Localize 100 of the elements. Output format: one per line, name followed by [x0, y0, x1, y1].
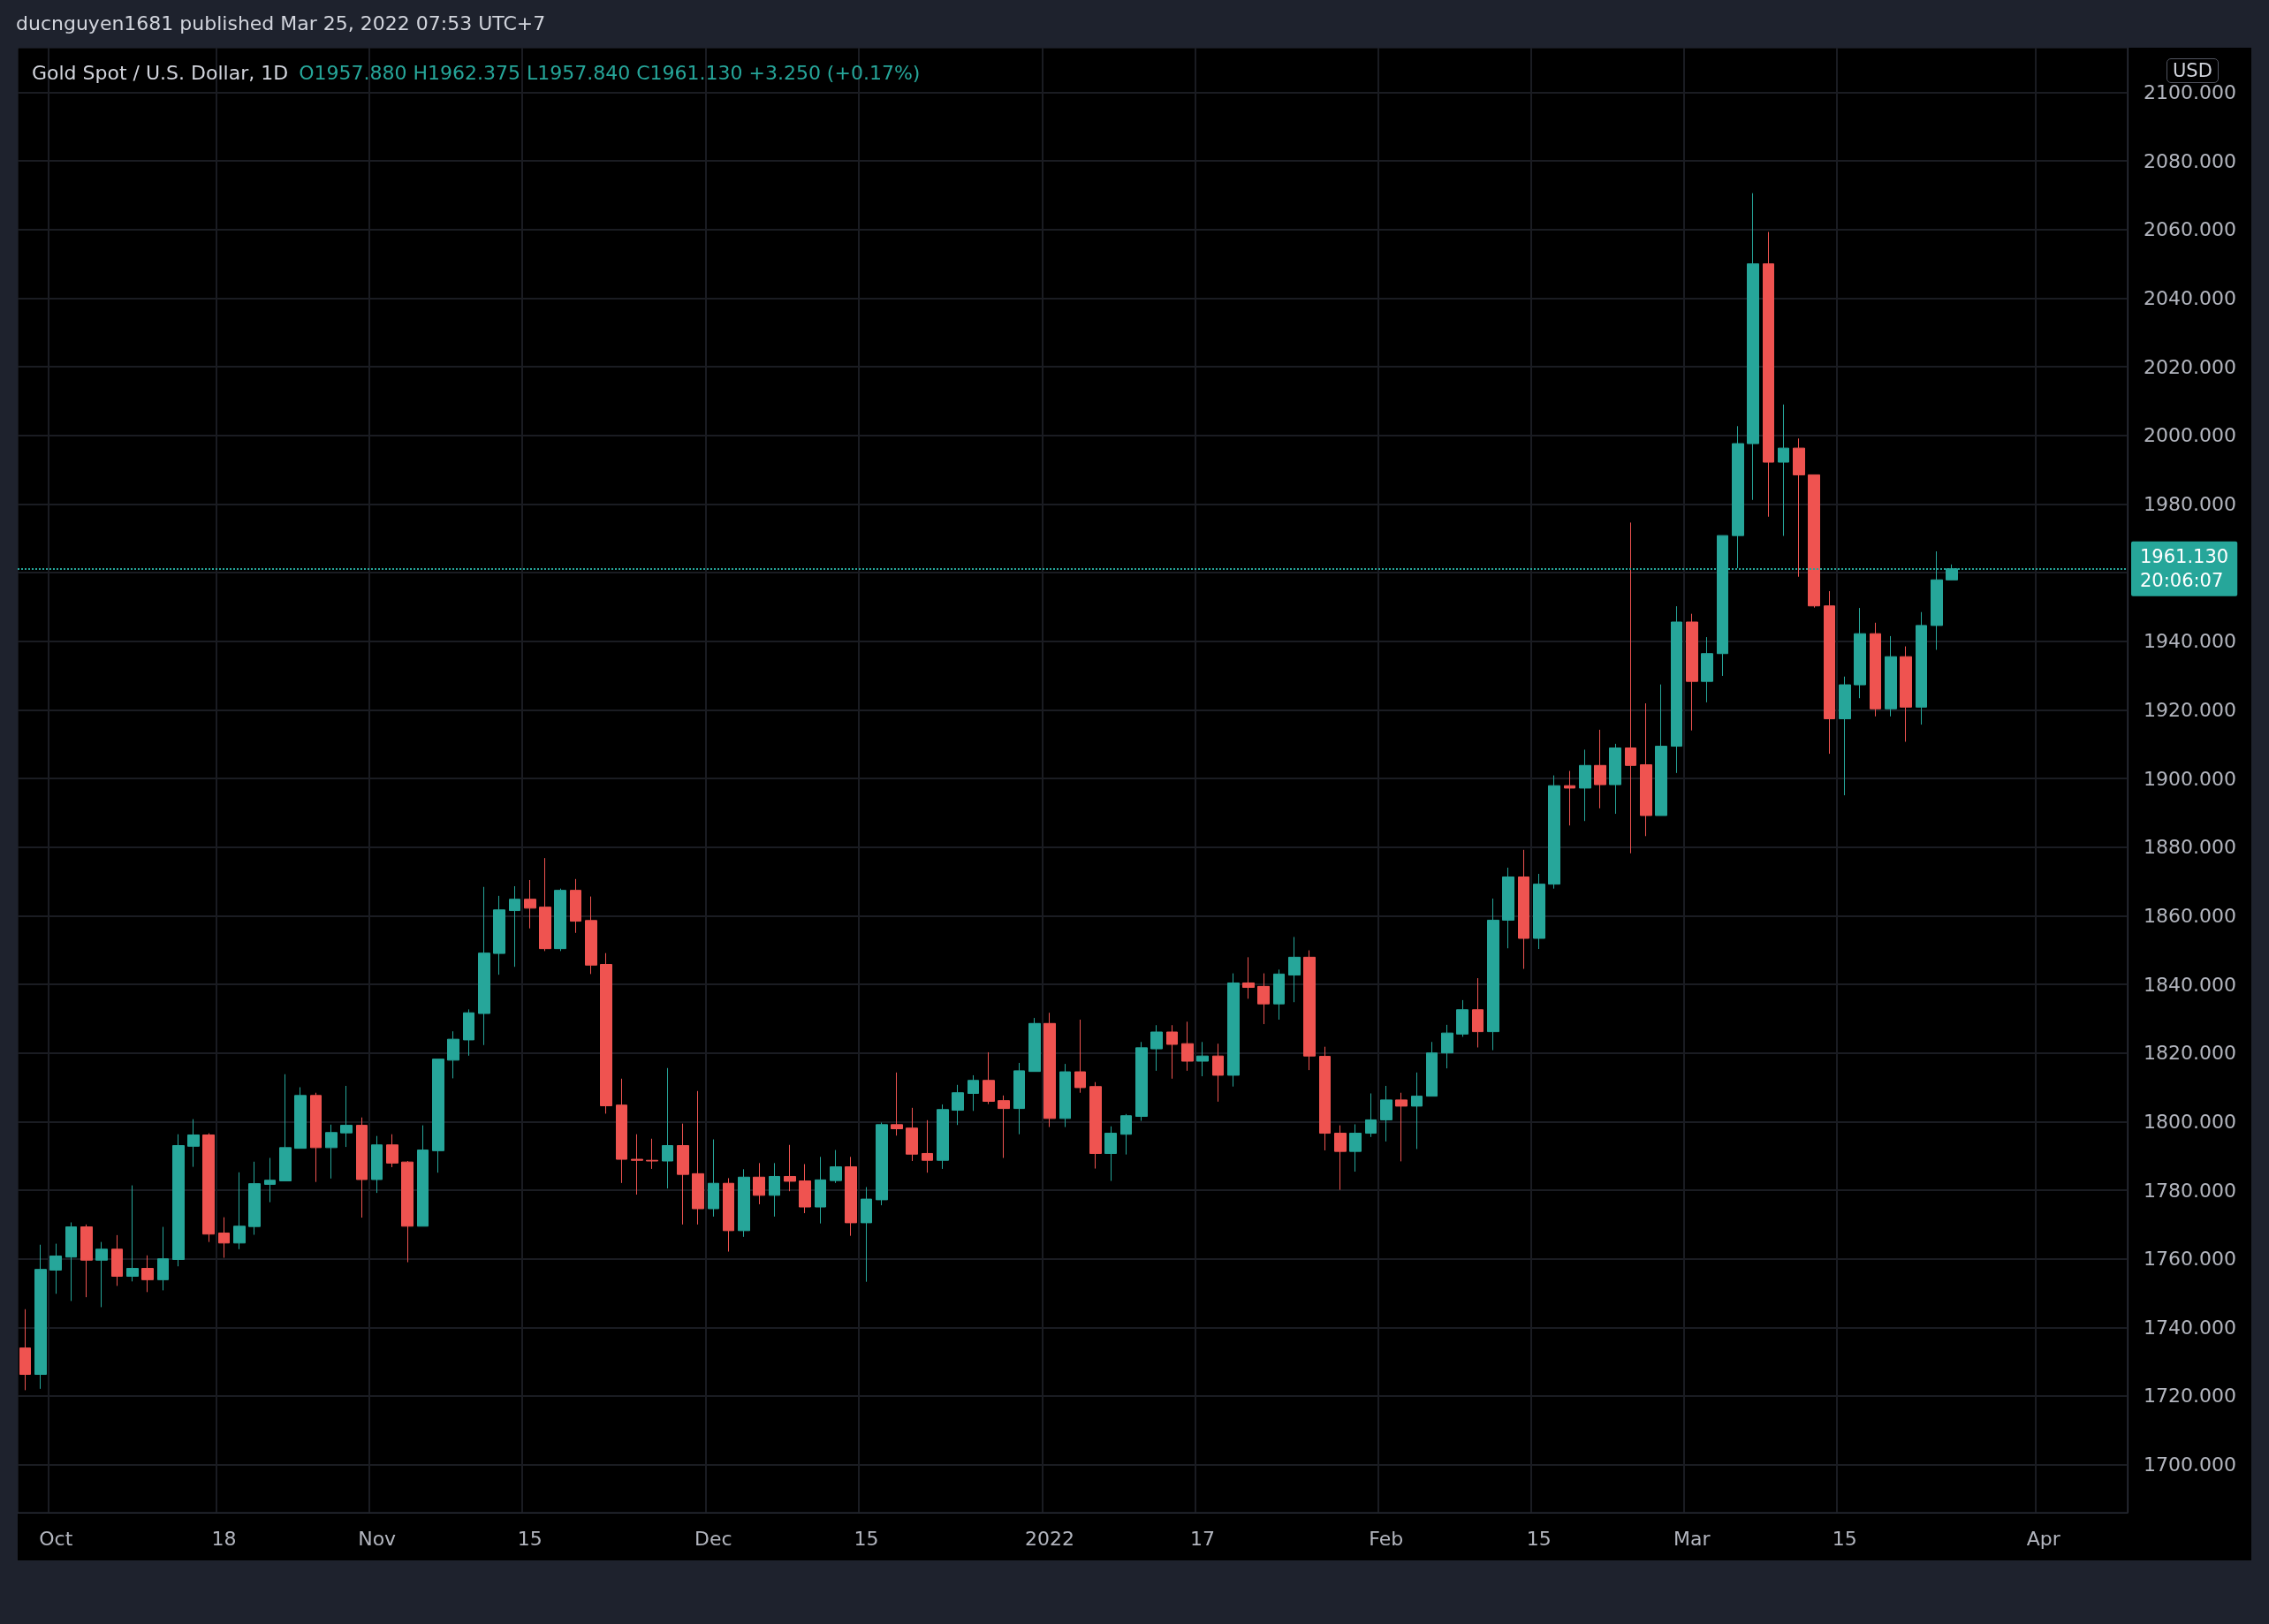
text: 20:06:07 — [2140, 570, 2224, 592]
candlestick — [1533, 873, 1545, 950]
candlestick — [646, 1138, 658, 1170]
candlestick — [723, 1177, 734, 1253]
candlestick — [111, 1234, 123, 1286]
y-axis-title: USD — [2167, 58, 2219, 83]
candlestick — [1288, 936, 1301, 1003]
candlestick — [1319, 1046, 1331, 1151]
candlestick — [799, 1164, 811, 1214]
candlestick — [248, 1161, 261, 1235]
candlestick — [1166, 1024, 1178, 1080]
candlestick — [157, 1226, 169, 1291]
candlestick — [401, 1160, 414, 1264]
candlestick — [662, 1067, 673, 1189]
candlestick — [1625, 521, 1636, 854]
candlestick — [1120, 1113, 1132, 1156]
candlestick — [1089, 1081, 1102, 1170]
candlestick — [1472, 977, 1484, 1048]
candlestick — [1196, 1041, 1209, 1077]
candlestick — [876, 1122, 888, 1206]
candlestick — [294, 1087, 307, 1150]
y-tick-label: 1940.000 — [2144, 630, 2236, 653]
x-tick-label: 17 — [1190, 1527, 1216, 1550]
candlestick — [1028, 1017, 1041, 1073]
candlestick — [524, 879, 536, 930]
candlestick — [218, 1217, 230, 1258]
candlestick — [310, 1092, 322, 1183]
candlestick — [1135, 1041, 1148, 1122]
candlestick — [891, 1072, 903, 1136]
candlestick — [937, 1104, 949, 1170]
candlestick — [738, 1168, 750, 1238]
candlestick — [233, 1172, 246, 1250]
candlestick — [585, 896, 597, 975]
y-tick-label: 1720.000 — [2144, 1385, 2236, 1408]
candlestick — [616, 1078, 627, 1184]
candlestick — [1885, 635, 1897, 717]
y-tick-label: 1820.000 — [2144, 1042, 2236, 1065]
candlestick — [1686, 613, 1698, 732]
candlestick — [1395, 1092, 1408, 1162]
y-tick-label: 1840.000 — [2144, 973, 2236, 996]
candlestick — [1150, 1024, 1163, 1072]
x-tick-label: 15 — [1832, 1527, 1857, 1550]
candlestick — [753, 1162, 765, 1205]
candlestick — [906, 1107, 918, 1162]
candlestick — [1793, 437, 1805, 578]
candlestick — [1548, 775, 1560, 890]
candlestick — [554, 888, 566, 952]
candlestick — [1349, 1123, 1362, 1172]
candlestick — [1854, 607, 1866, 699]
x-tick-label: 15 — [854, 1527, 879, 1550]
x-tick-label: Dec — [694, 1527, 732, 1550]
candlestick — [1808, 474, 1820, 609]
candlestick — [1013, 1062, 1025, 1135]
y-tick-label: 1920.000 — [2144, 698, 2236, 721]
candlestick — [1763, 231, 1774, 518]
x-tick-label: 15 — [517, 1527, 543, 1550]
candlestick — [1701, 636, 1713, 703]
candlestick — [1334, 1125, 1347, 1191]
candlestick — [1043, 1012, 1056, 1128]
candlestick — [539, 857, 551, 952]
candlestick — [983, 1051, 995, 1105]
candlestick — [708, 1139, 719, 1218]
candlestick — [1870, 622, 1881, 717]
candlestick — [478, 886, 490, 1046]
y-tick-label: 1700.000 — [2144, 1453, 2236, 1476]
candlestick — [279, 1074, 292, 1182]
candlestick — [386, 1134, 398, 1168]
candlestick — [340, 1085, 353, 1148]
x-tick-label: 2022 — [1025, 1527, 1075, 1550]
candlestick — [1411, 1072, 1423, 1150]
candlestick — [1227, 973, 1240, 1088]
candlestick — [1074, 1019, 1086, 1094]
candlestick — [861, 1187, 872, 1283]
candlestick — [1257, 973, 1270, 1025]
candlestick — [1839, 676, 1851, 796]
candlestick — [631, 1134, 643, 1195]
candlestick — [1502, 867, 1514, 949]
candlestick — [570, 878, 581, 934]
candlestick — [371, 1135, 383, 1194]
candlestick — [95, 1241, 108, 1308]
y-tick-label: 2000.000 — [2144, 424, 2236, 447]
x-tick-label: Nov — [358, 1527, 397, 1550]
candlestick — [447, 1030, 459, 1079]
candlestick — [1059, 1063, 1071, 1128]
x-tick-label: 15 — [1526, 1527, 1552, 1550]
candlestick — [1242, 956, 1255, 999]
candlestick — [1181, 1021, 1194, 1072]
y-tick-label: 2020.000 — [2144, 355, 2236, 378]
candlestick — [1609, 743, 1621, 815]
candlestick — [784, 1144, 796, 1192]
candlestick — [677, 1123, 689, 1226]
candlestick — [1426, 1041, 1438, 1097]
y-tick-label: 1740.000 — [2144, 1316, 2236, 1339]
candlestick — [49, 1243, 62, 1294]
candlestick — [187, 1119, 200, 1168]
y-tick-label: 1800.000 — [2144, 1110, 2236, 1133]
candlestick — [1104, 1126, 1117, 1182]
candlestick — [141, 1255, 154, 1293]
candlestick — [830, 1150, 842, 1184]
candlestick — [1594, 729, 1606, 809]
